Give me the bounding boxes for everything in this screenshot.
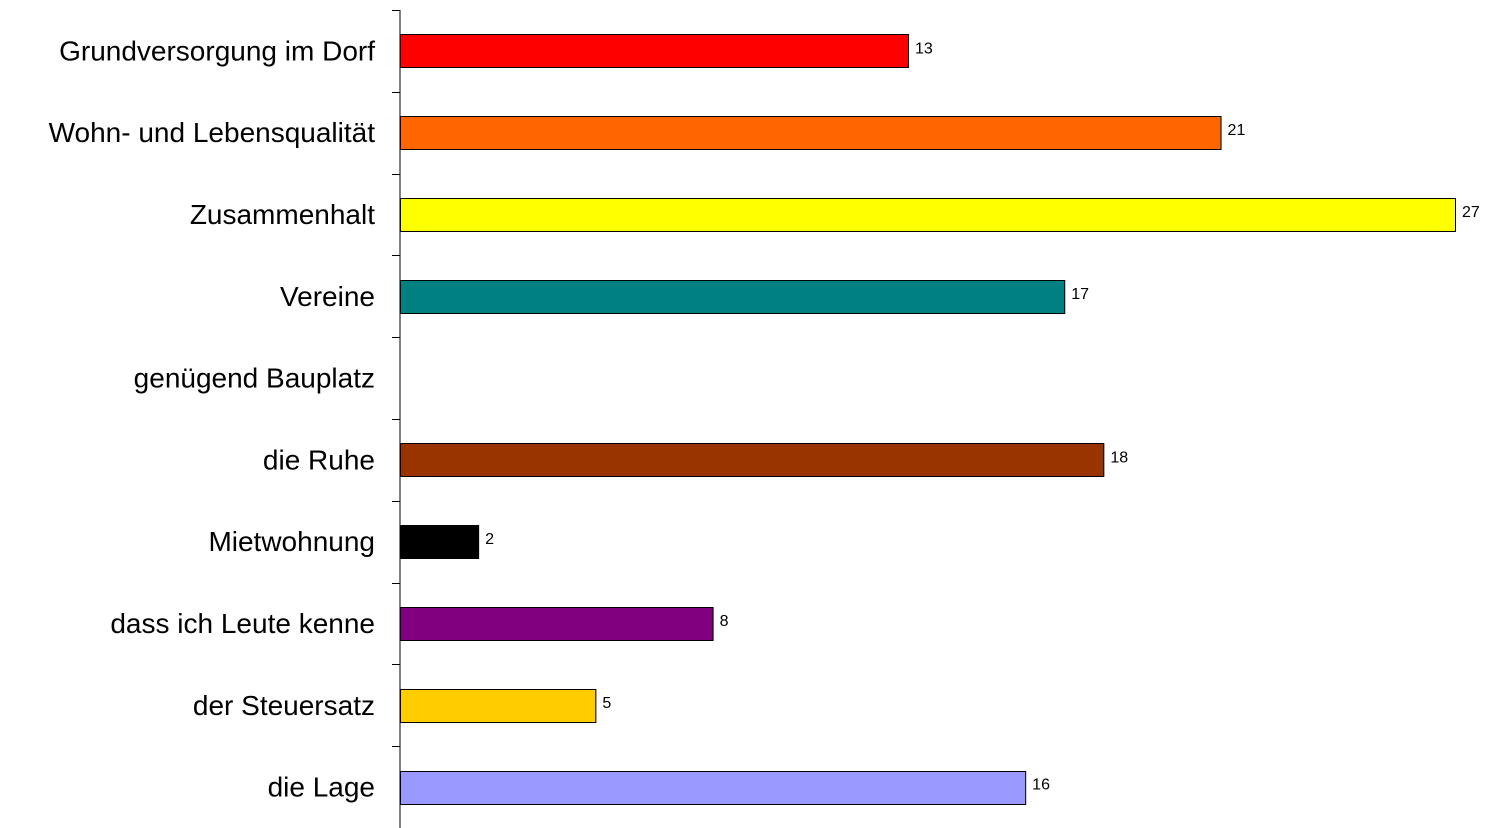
bars <box>400 34 1456 805</box>
bar <box>400 607 714 641</box>
data-label: 5 <box>602 695 611 712</box>
bar <box>400 443 1105 477</box>
data-labels: 13 21 27 17 18 2 8 5 16 <box>485 40 1480 793</box>
category-label: Wohn- und Lebensqualität <box>49 117 376 148</box>
bar <box>400 525 480 559</box>
bar <box>400 280 1066 314</box>
bar <box>400 689 597 723</box>
bar <box>400 34 909 68</box>
category-label: die Lage <box>268 772 375 803</box>
bar <box>400 116 1222 150</box>
bar <box>400 771 1027 805</box>
category-label: der Steuersatz <box>193 690 375 721</box>
data-label: 16 <box>1032 777 1050 794</box>
data-label: 13 <box>915 40 933 57</box>
data-label: 8 <box>720 613 729 630</box>
category-label: Mietwohnung <box>208 526 375 557</box>
data-label: 21 <box>1228 122 1246 139</box>
category-label: genügend Bauplatz <box>134 363 375 394</box>
category-label: dass ich Leute kenne <box>110 608 375 639</box>
category-label: Vereine <box>280 281 375 312</box>
category-label: die Ruhe <box>263 444 375 475</box>
bar <box>400 198 1456 232</box>
category-axis <box>392 10 401 828</box>
category-label: Grundversorgung im Dorf <box>59 35 375 66</box>
data-label: 18 <box>1110 449 1128 466</box>
category-label: Zusammenhalt <box>190 199 375 230</box>
data-label: 27 <box>1462 204 1480 221</box>
data-label: 17 <box>1071 286 1089 303</box>
category-labels: Grundversorgung im Dorf Wohn- und Lebensq… <box>49 35 376 802</box>
data-label: 2 <box>485 531 494 548</box>
